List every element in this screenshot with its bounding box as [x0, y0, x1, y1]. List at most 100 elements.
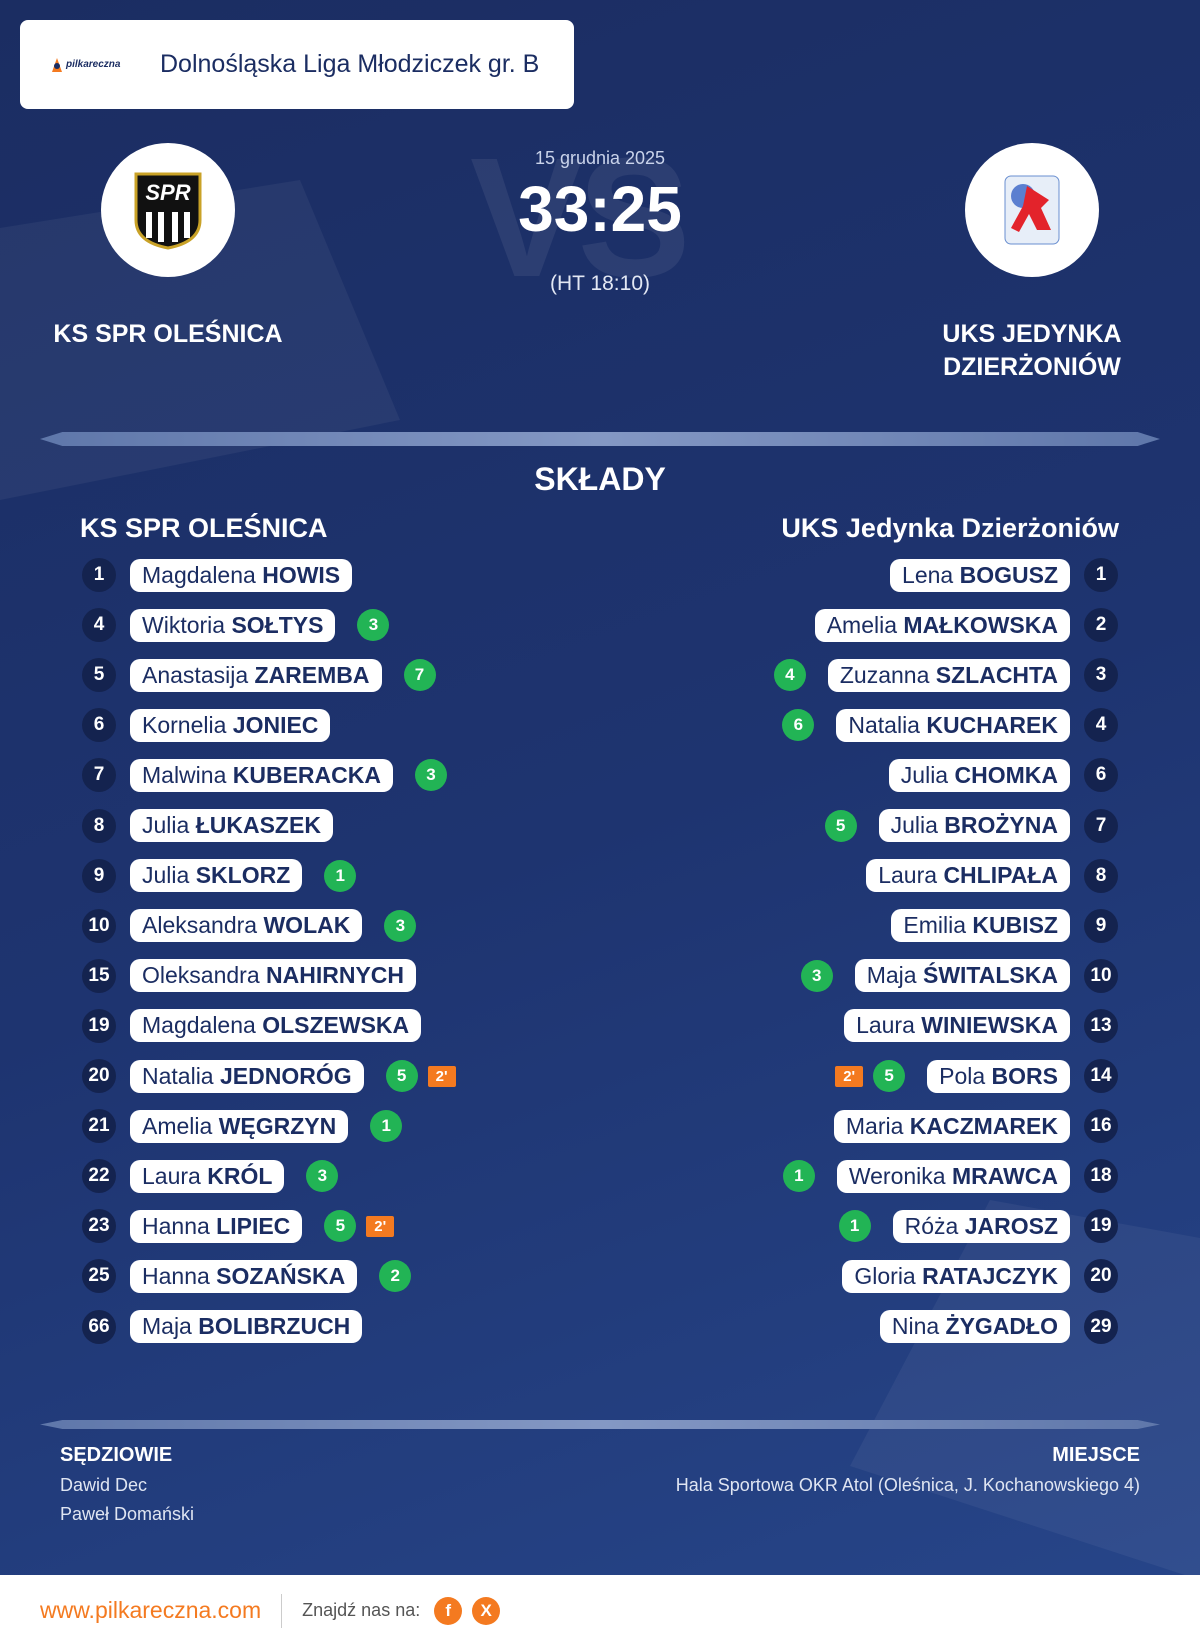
last-name: JONIEC	[232, 711, 319, 738]
last-name: BOLIBRZUCH	[198, 1313, 351, 1339]
player-number: 10	[82, 908, 116, 943]
last-name: ŻYGADŁO	[945, 1313, 1058, 1339]
penalty-badge: 2'	[366, 1215, 395, 1237]
first-name: Julia	[890, 812, 938, 838]
last-name: JEDNORÓG	[220, 1062, 352, 1089]
player-name: Natalia KUCHAREK	[836, 708, 1070, 742]
player-name: Anastasija ZAREMBA	[130, 658, 382, 692]
last-name: LIPIEC	[216, 1212, 291, 1239]
first-name: Laura	[142, 1162, 201, 1189]
player-row: 6 Kornelia JONIEC	[82, 707, 360, 743]
player-number: 5	[82, 658, 116, 693]
goals-badge: 7	[403, 659, 436, 692]
first-name: Laura	[878, 862, 938, 889]
goals-badge: 3	[800, 959, 833, 992]
first-name: Maja	[142, 1313, 192, 1339]
player-row: 19 Róża JAROSZ 1	[831, 1208, 1118, 1244]
first-name: Anastasija	[142, 661, 249, 688]
first-name: Hanna	[142, 1212, 210, 1239]
goals-badge: 5	[873, 1060, 906, 1092]
player-number: 9	[1084, 908, 1118, 943]
player-name: Zuzanna SZLACHTA	[827, 658, 1070, 692]
venue-text: Hala Sportowa OKR Atol (Oleśnica, J. Koc…	[675, 1475, 1140, 1495]
player-name: Weronika MRAWCA	[836, 1159, 1070, 1193]
player-row: 20 Natalia JEDNORÓG 5 2'	[82, 1058, 464, 1094]
player-name: Kornelia JONIEC	[130, 708, 331, 742]
last-name: CHOMKA	[954, 761, 1059, 788]
first-name: Maja	[866, 962, 917, 989]
player-stats: 3	[384, 909, 417, 942]
player-number: 66	[82, 1309, 116, 1344]
first-name: Natalia	[848, 711, 920, 738]
player-number: 2	[1084, 608, 1118, 643]
last-name: NAHIRNYCH	[266, 962, 405, 989]
separator	[281, 1593, 283, 1628]
player-number: 20	[82, 1059, 116, 1093]
player-name: Hanna SOZAŃSKA	[130, 1259, 358, 1293]
player-row: 2 Amelia MAŁKOWSKA	[785, 607, 1118, 643]
player-row: 13 Laura WINIEWSKA	[814, 1008, 1118, 1044]
home-lineup-title: KS SPR OLEŚNICA	[80, 513, 328, 543]
first-name: Róża	[904, 1212, 959, 1239]
player-number: 4	[1084, 708, 1118, 743]
player-number: 19	[82, 1008, 116, 1043]
penalty-badge: 2'	[427, 1065, 456, 1087]
player-name: Lena BOGUSZ	[890, 558, 1070, 592]
player-row: 9 Julia SKLORZ 1	[82, 858, 364, 894]
player-name: Gloria RATAJCZYK	[842, 1259, 1070, 1293]
venue-label: MIEJSCE	[1052, 1444, 1140, 1466]
player-name: Wiktoria SOŁTYS	[130, 608, 336, 642]
goals-badge: 6	[782, 709, 815, 742]
player-number: 6	[82, 708, 116, 743]
away-logo	[965, 143, 1099, 277]
player-name: Pola BORS	[927, 1059, 1070, 1093]
player-number: 8	[1084, 858, 1118, 893]
player-number: 29	[1084, 1309, 1118, 1344]
first-name: Lena	[902, 561, 954, 588]
player-row: 7 Malwina KUBERACKA 3	[82, 757, 455, 793]
home-team: KS SPR OLEŚNICA	[53, 320, 283, 348]
first-name: Wiktoria	[142, 611, 226, 638]
player-stats: 3	[357, 609, 390, 642]
officials-label: SĘDZIOWIE	[60, 1444, 173, 1466]
last-name: KUBISZ	[972, 912, 1058, 939]
player-row: 10 Aleksandra WOLAK 3	[82, 908, 424, 944]
goals-badge: 1	[324, 859, 357, 892]
player-row: 6 Julia CHOMKA	[859, 757, 1118, 793]
player-stats: 1	[782, 1160, 815, 1193]
goals-badge: 1	[370, 1110, 403, 1143]
player-row: 7 Julia BROŻYNA 5	[817, 808, 1118, 844]
website-link[interactable]: www.pilkareczna.com	[40, 1597, 262, 1623]
match-date: 15 grudnia 2025	[534, 148, 666, 168]
league-name: Dolnośląska Liga Młodziczek gr. B	[160, 50, 540, 78]
first-name: Julia	[142, 812, 190, 838]
goals-badge: 3	[306, 1160, 339, 1193]
player-row: 15 Oleksandra NAHIRNYCH	[82, 958, 446, 994]
facebook-link[interactable]: f	[434, 1596, 463, 1625]
player-number: 3	[1084, 658, 1118, 693]
vs-watermark: VS	[470, 123, 691, 313]
goals-badge: 5	[824, 809, 857, 842]
player-stats: 1	[324, 859, 357, 892]
goals-badge: 3	[384, 909, 417, 942]
site-logo: pilkareczna	[50, 56, 140, 74]
last-name: HOWIS	[262, 561, 341, 588]
player-row: 1 Lena BOGUSZ	[860, 557, 1118, 593]
player-row: 22 Laura KRÓL 3	[82, 1158, 346, 1194]
goals-badge: 1	[838, 1210, 871, 1243]
last-name: KUCHAREK	[926, 711, 1058, 738]
last-name: BORS	[991, 1062, 1058, 1089]
player-name: Nina ŻYGADŁO	[879, 1310, 1070, 1343]
last-name: WOLAK	[263, 912, 351, 939]
player-name: Laura CHLIPAŁA	[866, 859, 1070, 893]
penalty-badge: 2'	[835, 1065, 864, 1087]
first-name: Aleksandra	[142, 912, 258, 939]
away-team-line: DZIERŻONIÓW	[943, 353, 1121, 381]
home-crest: SPR	[134, 172, 202, 250]
x-link[interactable]: X	[472, 1596, 501, 1625]
player-row: 10 Maja ŚWITALSKA 3	[793, 958, 1118, 994]
player-row: 20 Gloria RATAJCZYK	[812, 1258, 1118, 1294]
player-stats: 1	[370, 1110, 403, 1143]
goals-badge: 3	[357, 609, 390, 642]
player-stats: 3	[306, 1160, 339, 1193]
